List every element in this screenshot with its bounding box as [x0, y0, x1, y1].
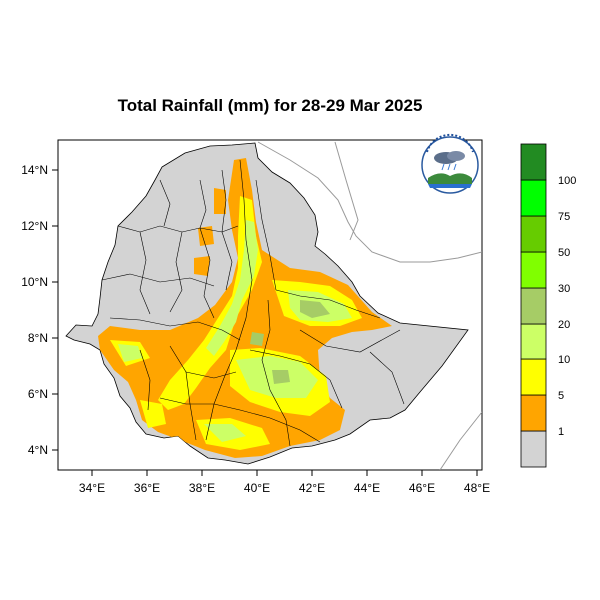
axis-ticks: [52, 169, 478, 476]
x-tick-label: 38°E: [189, 481, 215, 495]
x-tick-label: 42°E: [299, 481, 325, 495]
y-tick-label: 12°N: [21, 219, 48, 233]
x-tick-label: 46°E: [409, 481, 435, 495]
neighbour-borders: [257, 141, 482, 470]
legend-label: 1: [558, 426, 564, 438]
x-tick-label: 40°E: [244, 481, 270, 495]
legend-label: 75: [558, 211, 570, 223]
y-tick-label: 10°N: [21, 275, 48, 289]
legend-label: 10: [558, 354, 570, 366]
y-tick-label: 6°N: [28, 387, 48, 401]
map-title: Total Rainfall (mm) for 28-29 Mar 2025: [117, 96, 423, 115]
y-tick-label: 8°N: [28, 331, 48, 345]
legend-colorbar: [520, 143, 547, 468]
y-tick-label: 14°N: [21, 163, 48, 177]
legend-label: 30: [558, 283, 570, 295]
x-tick-label: 36°E: [134, 481, 160, 495]
legend-label: 50: [558, 247, 570, 259]
x-tick-label: 48°E: [464, 481, 490, 495]
legend-label: 100: [558, 175, 576, 187]
x-tick-label: 34°E: [79, 481, 105, 495]
legend-label: 20: [558, 319, 570, 331]
meteorology-agency-logo: [421, 133, 479, 194]
rain-band-20-30: [250, 300, 330, 384]
admin-boundaries: [101, 159, 405, 447]
legend-label: 5: [558, 390, 564, 402]
y-tick-label: 4°N: [28, 443, 48, 457]
x-tick-label: 44°E: [354, 481, 380, 495]
rainfall-shading: [98, 158, 392, 458]
